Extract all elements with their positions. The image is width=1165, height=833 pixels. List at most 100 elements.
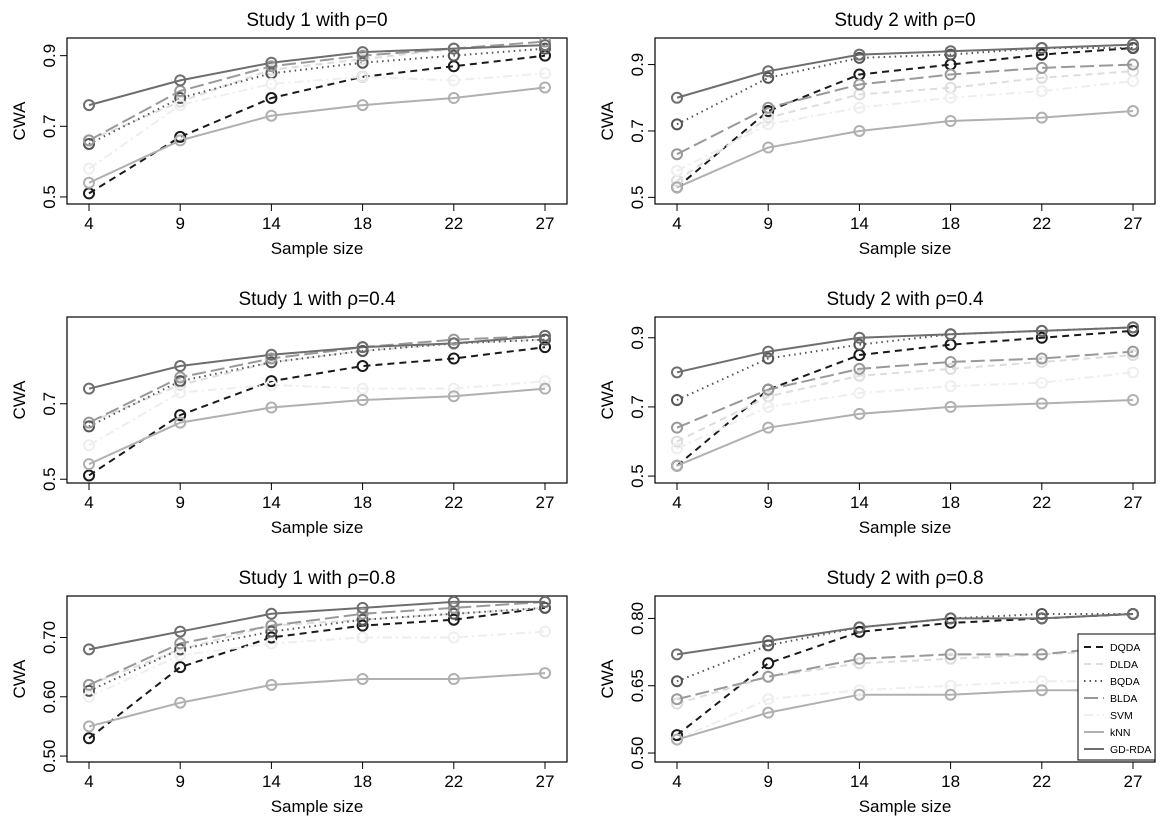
data-point-knn	[944, 400, 957, 413]
data-point-bqda	[762, 352, 775, 365]
data-point-blda	[944, 68, 957, 81]
data-point-blda	[265, 619, 278, 632]
data-point-knn	[539, 382, 551, 395]
data-point-bqda	[174, 643, 187, 656]
series-line-bqda	[676, 612, 1133, 683]
data-point-svm	[1035, 85, 1048, 98]
series-line-knn	[676, 110, 1134, 189]
data-point-knn	[671, 181, 683, 194]
data-point-gd-rda	[1127, 38, 1139, 51]
data-point-blda	[356, 607, 369, 620]
chart-panel-1: Study 2 with ρ=0 4 9 14 18 22 27 Sample size 0.5…	[598, 10, 1156, 258]
data-point-bqda	[671, 118, 683, 131]
x-tick-label: 27	[536, 493, 555, 512]
data-point-gd-rda	[265, 348, 278, 361]
series-line-knn	[676, 399, 1134, 467]
y-tick-label: 0.9	[628, 53, 647, 77]
data-point-knn	[944, 115, 957, 127]
y-axis-label: CWA	[598, 659, 617, 699]
x-tick-label: 4	[672, 772, 681, 791]
x-tick-label: 18	[941, 214, 960, 233]
data-point-knn	[671, 733, 683, 746]
data-point-knn	[265, 678, 278, 691]
data-point-gd-rda	[853, 331, 866, 344]
data-point-blda	[539, 38, 551, 48]
y-tick-label: 0.9	[628, 326, 647, 350]
series-line-blda	[676, 63, 1134, 156]
series-line-dlda	[88, 44, 546, 142]
data-point-blda	[83, 678, 95, 691]
series-line-knn	[676, 689, 1133, 741]
data-point-svm	[671, 164, 683, 177]
data-point-blda	[944, 355, 957, 368]
data-point-svm	[762, 400, 775, 413]
y-tick-label: 0.50	[40, 740, 59, 773]
plot-frame	[654, 37, 1156, 205]
data-point-knn	[853, 124, 866, 137]
y-tick-label: 0.50	[628, 736, 647, 769]
data-point-dqda	[174, 130, 187, 143]
x-tick-label: 14	[262, 493, 281, 512]
data-point-knn	[853, 688, 866, 701]
series-line-svm	[676, 371, 1134, 450]
x-tick-label: 22	[1032, 214, 1051, 233]
y-tick-label: 0.5	[628, 464, 647, 488]
data-point-bqda	[447, 49, 460, 62]
data-point-svm	[1035, 675, 1048, 688]
data-point-bqda	[83, 420, 95, 433]
data-point-bqda	[83, 137, 95, 150]
data-point-gd-rda	[447, 337, 460, 350]
y-axis-label: CWA	[10, 659, 29, 699]
data-point-bqda	[762, 639, 775, 652]
data-point-blda	[447, 601, 460, 614]
data-point-svm	[447, 631, 460, 644]
data-point-knn	[356, 673, 369, 685]
x-tick-label: 9	[175, 493, 184, 512]
data-point-gd-rda	[174, 625, 187, 638]
data-point-dlda	[853, 369, 866, 382]
y-tick-label: 0.7	[628, 395, 647, 419]
chart-panel-3: Study 2 with ρ=0.4 4 9 14 18 22 27 Sample size 0…	[598, 289, 1156, 537]
data-point-gd-rda	[83, 382, 95, 395]
plot-frame	[66, 316, 568, 484]
series-line-bqda	[88, 47, 546, 145]
data-point-gd-rda	[356, 46, 369, 59]
series-line-bqda	[676, 46, 1133, 126]
plot-area	[83, 596, 551, 745]
data-point-knn	[83, 720, 95, 733]
x-tick-label: 27	[1124, 493, 1143, 512]
x-axis-label: Sample size	[271, 239, 364, 258]
data-point-knn	[539, 667, 551, 680]
series-line-svm	[676, 680, 1133, 741]
data-point-dlda	[1035, 355, 1048, 368]
data-point-knn	[174, 416, 187, 429]
series-line-dqda	[676, 612, 1134, 736]
data-point-knn	[1127, 394, 1139, 406]
data-point-knn	[265, 109, 278, 122]
data-point-gd-rda	[83, 643, 95, 656]
data-point-dqda	[83, 732, 95, 745]
series-line-dqda	[88, 346, 546, 477]
x-tick-label: 4	[672, 214, 681, 233]
y-tick-label: 0.5	[40, 185, 59, 209]
data-point-gd-rda	[944, 612, 957, 625]
chart-panel-2: Study 1 with ρ=0.4 4 9 14 18 22 27 Sample size 0…	[10, 289, 568, 537]
series-line-dlda	[676, 354, 1134, 443]
legend-label: DQDA	[1110, 642, 1140, 654]
data-point-dqda	[174, 661, 187, 674]
x-tick-label: 22	[1032, 493, 1051, 512]
x-tick-label: 27	[536, 214, 555, 233]
data-point-svm	[853, 101, 866, 114]
data-point-dqda	[762, 657, 775, 670]
series-line-dqda	[88, 54, 546, 195]
series-line-gd-rda	[88, 44, 546, 107]
y-axis-label: CWA	[598, 101, 617, 141]
data-point-bqda	[356, 613, 369, 626]
data-point-knn	[265, 401, 278, 414]
series-line-svm	[88, 380, 546, 447]
data-point-svm	[762, 118, 775, 131]
series-line-blda	[676, 350, 1134, 429]
plot-frame	[654, 316, 1156, 484]
data-point-svm	[174, 386, 187, 399]
x-tick-label: 18	[353, 214, 372, 233]
